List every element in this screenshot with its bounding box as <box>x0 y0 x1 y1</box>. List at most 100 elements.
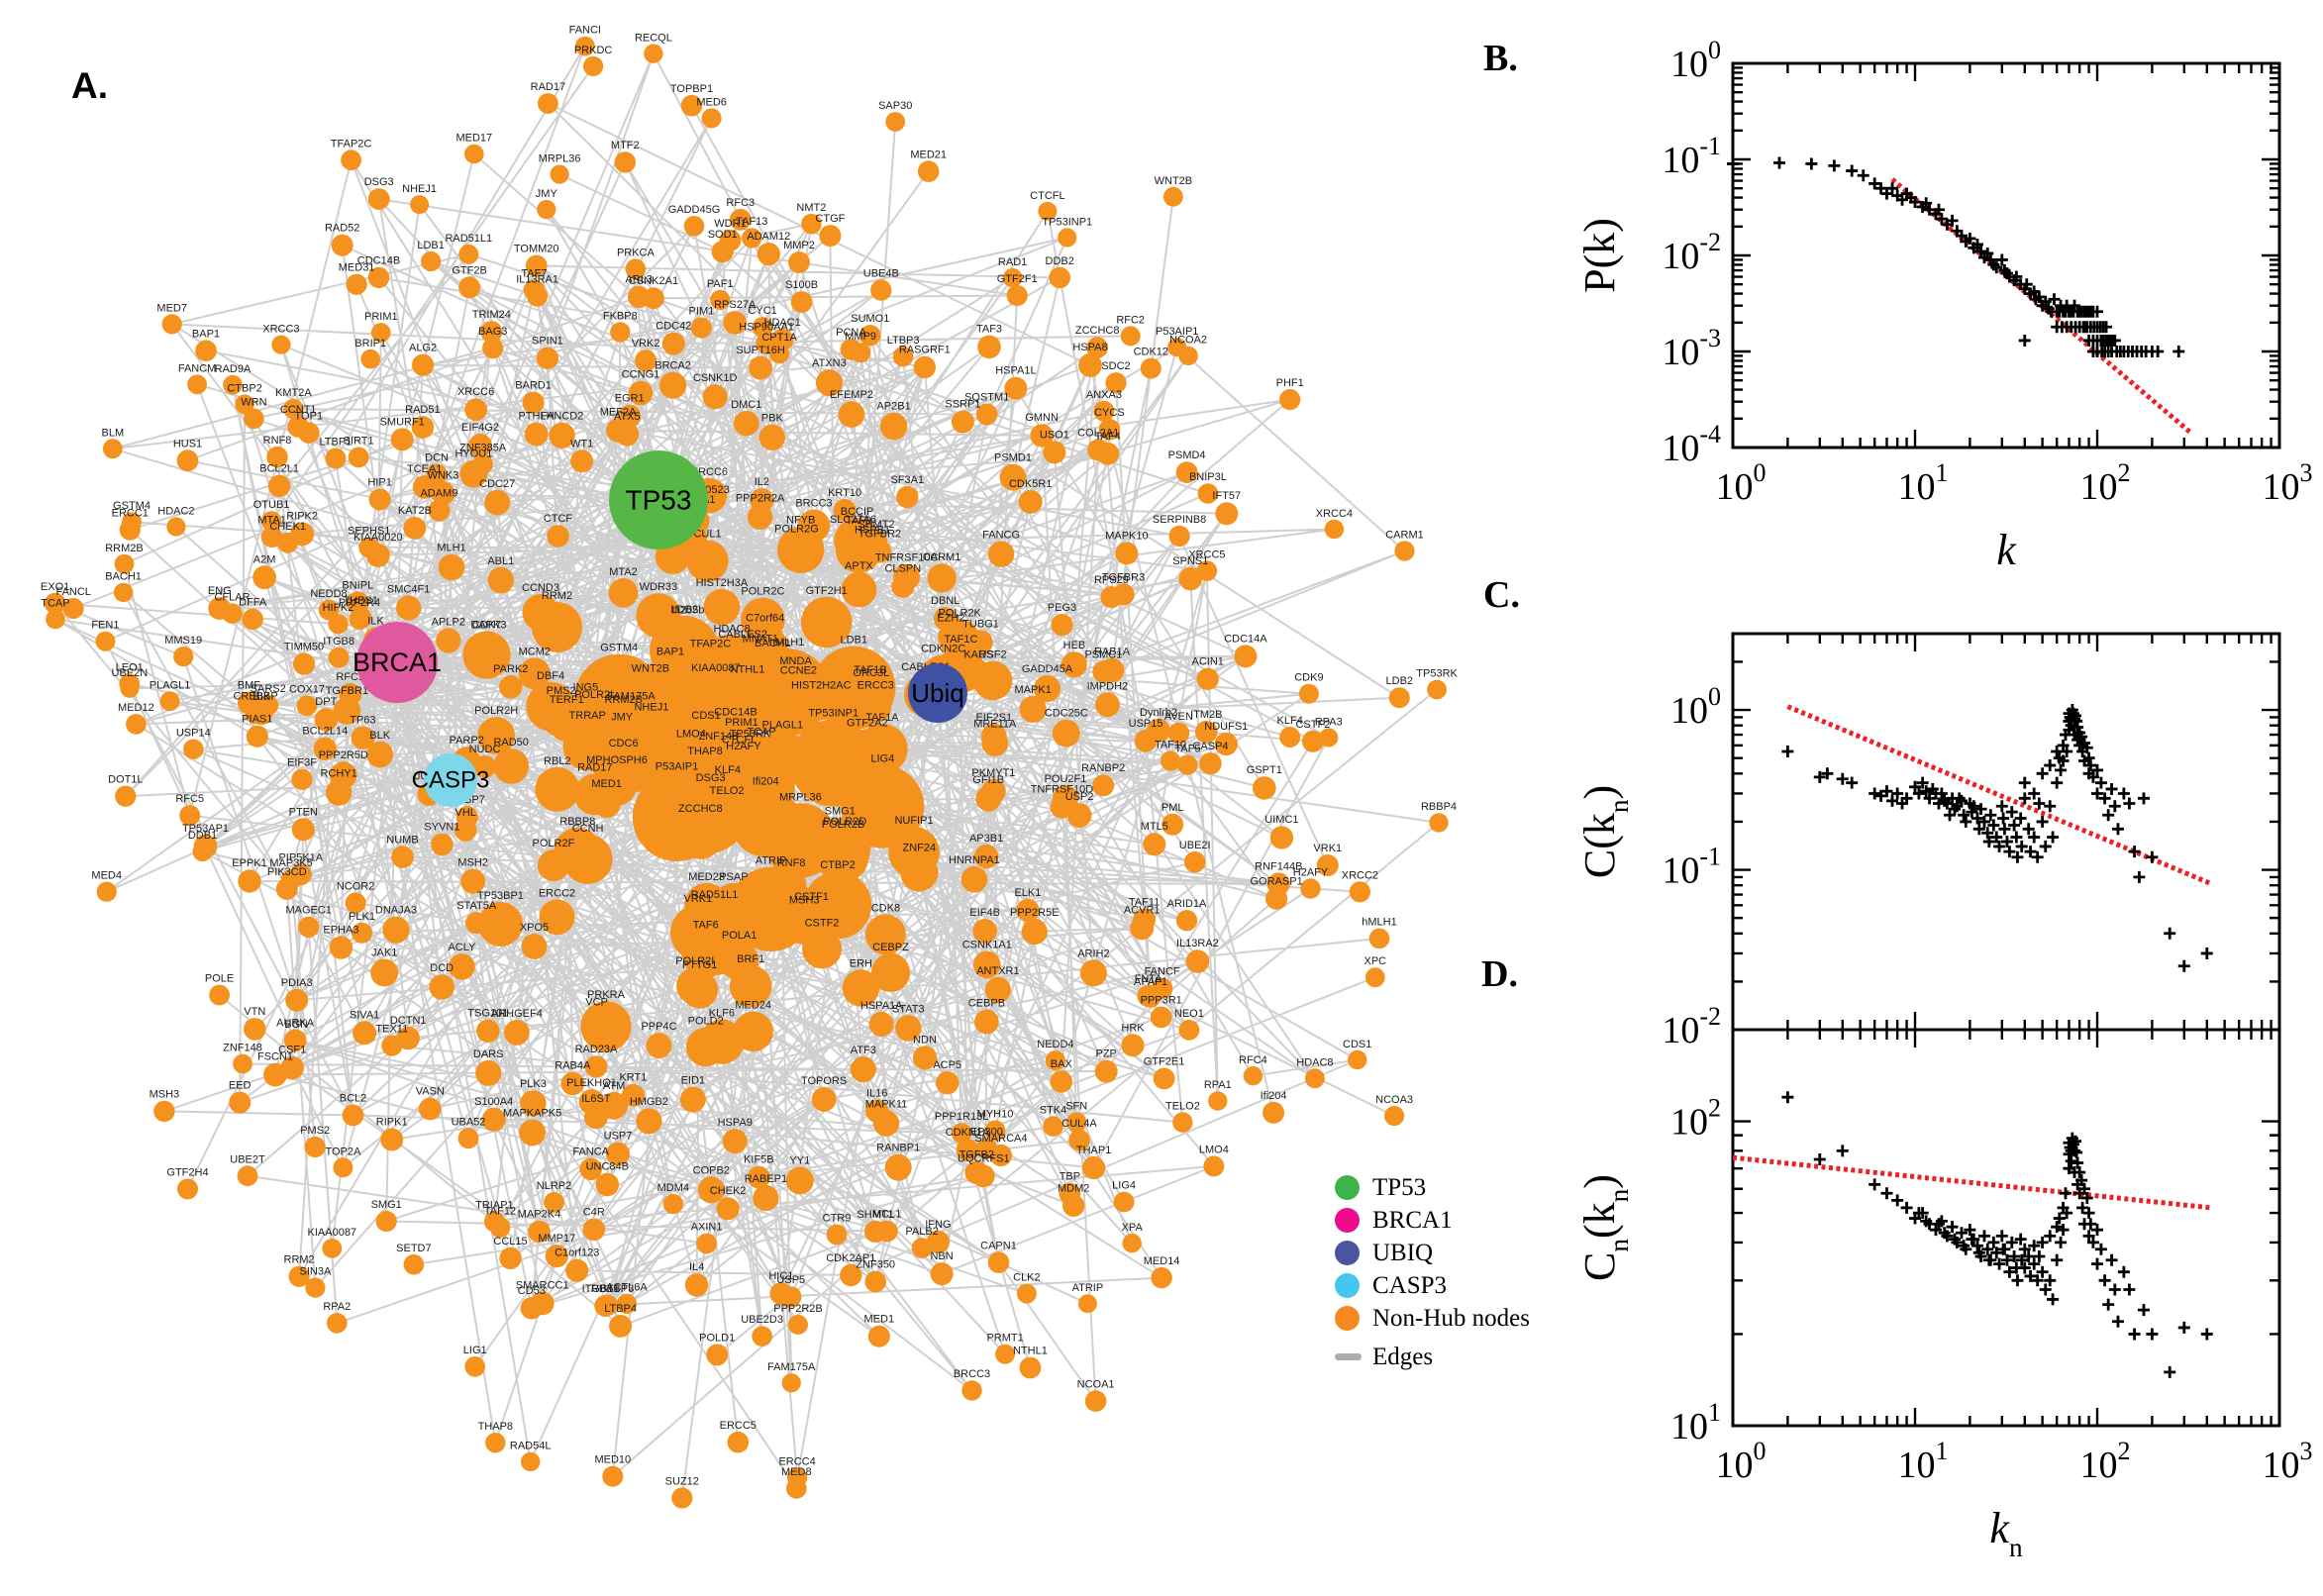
network-node[interactable] <box>1147 718 1170 743</box>
network-node[interactable] <box>208 597 232 620</box>
network-node[interactable] <box>1099 657 1125 683</box>
network-node[interactable] <box>458 244 479 264</box>
network-node[interactable] <box>892 346 914 367</box>
network-node[interactable] <box>1018 489 1043 514</box>
network-node[interactable] <box>223 374 243 395</box>
network-node[interactable] <box>975 403 998 426</box>
network-node[interactable] <box>1033 675 1061 703</box>
network-node[interactable] <box>1052 719 1080 748</box>
network-node[interactable] <box>584 1055 608 1078</box>
network-node[interactable] <box>1208 1091 1228 1111</box>
network-node[interactable] <box>616 1293 638 1315</box>
network-node[interactable] <box>350 606 372 630</box>
network-node[interactable] <box>535 766 580 812</box>
network-node[interactable] <box>298 916 320 939</box>
network-node[interactable] <box>951 410 974 434</box>
network-node[interactable] <box>366 741 394 768</box>
network-node[interactable] <box>46 609 65 630</box>
network-node[interactable] <box>1045 1050 1065 1071</box>
network-node[interactable] <box>473 754 496 778</box>
network-node[interactable] <box>523 279 546 301</box>
network-node[interactable] <box>987 541 1015 567</box>
network-node[interactable] <box>519 1119 546 1147</box>
network-node[interactable] <box>621 1083 645 1107</box>
network-node[interactable] <box>1095 692 1120 718</box>
network-node[interactable] <box>314 708 338 732</box>
network-node[interactable] <box>1153 1067 1175 1090</box>
network-node[interactable] <box>271 335 291 354</box>
network-node[interactable] <box>499 1247 522 1269</box>
network-node[interactable] <box>288 1265 310 1287</box>
network-node[interactable] <box>933 607 958 631</box>
network-node[interactable] <box>679 1086 706 1113</box>
network-node[interactable] <box>702 384 728 410</box>
network-node[interactable] <box>730 964 772 1008</box>
hub-node-tp53[interactable] <box>609 450 708 549</box>
network-node[interactable] <box>521 1451 541 1472</box>
network-node[interactable] <box>1143 833 1166 856</box>
network-node[interactable] <box>1038 201 1058 221</box>
network-node[interactable] <box>235 394 254 415</box>
network-node[interactable] <box>436 628 461 653</box>
network-node[interactable] <box>786 1478 807 1499</box>
network-node[interactable] <box>179 805 201 827</box>
network-node[interactable] <box>291 818 315 842</box>
network-node[interactable] <box>458 276 481 299</box>
network-node[interactable] <box>790 291 813 313</box>
network-node[interactable] <box>1214 732 1238 756</box>
network-node[interactable] <box>1203 1155 1225 1177</box>
network-node[interactable] <box>173 647 194 667</box>
network-node[interactable] <box>1079 959 1107 987</box>
network-node[interactable] <box>562 722 612 771</box>
network-node[interactable] <box>971 1164 995 1188</box>
network-node[interactable] <box>1243 1066 1263 1086</box>
network-node[interactable] <box>840 526 866 552</box>
network-node[interactable] <box>1120 326 1141 347</box>
network-node[interactable] <box>499 675 523 699</box>
network-node[interactable] <box>895 1015 922 1042</box>
network-node[interactable] <box>608 578 639 608</box>
network-node[interactable] <box>747 504 773 530</box>
network-node[interactable] <box>977 335 1001 359</box>
network-node[interactable] <box>752 1326 772 1347</box>
network-node[interactable] <box>696 1233 717 1254</box>
network-node[interactable] <box>260 526 283 548</box>
network-node[interactable] <box>1092 774 1115 797</box>
network-node[interactable] <box>961 1380 982 1401</box>
network-node[interactable] <box>1195 720 1218 744</box>
network-node[interactable] <box>752 317 773 338</box>
network-node[interactable] <box>1140 357 1162 379</box>
network-node[interactable] <box>1060 651 1087 678</box>
network-node[interactable] <box>485 1433 506 1453</box>
network-node[interactable] <box>322 1239 343 1258</box>
network-node[interactable] <box>680 94 703 117</box>
network-node[interactable] <box>917 160 940 182</box>
network-node[interactable] <box>403 517 427 540</box>
network-node[interactable] <box>325 448 347 469</box>
network-node[interactable] <box>536 347 559 369</box>
network-node[interactable] <box>545 1245 568 1268</box>
network-node[interactable] <box>1429 813 1449 833</box>
network-node[interactable] <box>285 988 309 1012</box>
network-node[interactable] <box>758 424 785 450</box>
network-node[interactable] <box>381 1035 403 1056</box>
network-node[interactable] <box>1004 376 1028 400</box>
network-node[interactable] <box>333 697 361 725</box>
network-node[interactable] <box>801 596 853 648</box>
network-node[interactable] <box>801 213 822 235</box>
network-node[interactable] <box>537 200 556 220</box>
network-node[interactable] <box>1394 541 1415 561</box>
network-node[interactable] <box>237 1165 258 1187</box>
network-node[interactable] <box>44 592 66 615</box>
network-node[interactable] <box>595 1172 620 1197</box>
network-node[interactable] <box>454 819 477 842</box>
network-node[interactable] <box>325 779 353 806</box>
network-node[interactable] <box>841 571 877 608</box>
network-node[interactable] <box>643 287 664 310</box>
network-node[interactable] <box>864 914 906 955</box>
network-node[interactable] <box>367 188 390 211</box>
network-node[interactable] <box>989 1144 1013 1167</box>
network-node[interactable] <box>477 901 523 947</box>
network-node[interactable] <box>493 748 529 784</box>
network-node[interactable] <box>912 1046 938 1070</box>
